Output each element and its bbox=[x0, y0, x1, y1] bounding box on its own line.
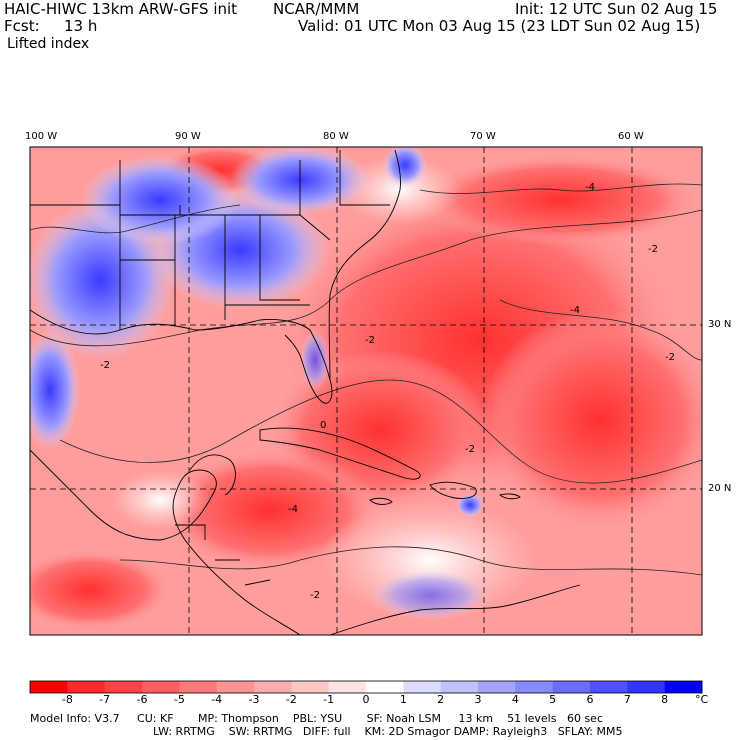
colorbar-swatch bbox=[291, 681, 330, 693]
lon-label: 60 W bbox=[618, 131, 644, 142]
colorbar-tick-label: -1 bbox=[323, 693, 335, 706]
colorbar-tick-label: -6 bbox=[136, 693, 148, 706]
contour-label: -2 bbox=[365, 335, 375, 346]
contour-label: -2 bbox=[310, 590, 320, 601]
colorbar-tick-label: -8 bbox=[61, 693, 73, 706]
lat-label: 20 N bbox=[708, 483, 732, 494]
colorbar-tick-label: 8 bbox=[661, 693, 669, 706]
colorbar-tick-label: -3 bbox=[248, 693, 260, 706]
contour-label: -4 bbox=[570, 305, 580, 316]
colorbar-swatch bbox=[179, 681, 218, 693]
colorbar-swatch bbox=[440, 681, 479, 693]
colorbar-swatch bbox=[30, 681, 68, 693]
contour-label: -2 bbox=[665, 352, 675, 363]
colorbar-swatch bbox=[366, 681, 404, 693]
colorbar-tick-label: -4 bbox=[211, 693, 223, 706]
contour-label: -2 bbox=[100, 360, 110, 371]
colorbar-swatch bbox=[328, 681, 367, 693]
model-info-line1: Model Info: V3.7 CU: KF MP: Thompson PBL… bbox=[30, 712, 603, 725]
colorbar-tick-label: 3 bbox=[474, 693, 482, 706]
contour-label: -2 bbox=[648, 244, 658, 255]
colorbar-tick-label: 6 bbox=[586, 693, 594, 706]
lon-label: 100 W bbox=[25, 131, 58, 142]
colorbar bbox=[29, 680, 703, 694]
colorbar-unit: °C bbox=[695, 693, 709, 706]
model-title: HAIC-HIWC 13km ARW-GFS init bbox=[4, 0, 238, 18]
colorbar-swatch bbox=[590, 681, 628, 693]
colorbar-swatch bbox=[104, 681, 143, 693]
colorbar-swatch bbox=[664, 681, 703, 693]
init-time: Init: 12 UTC Sun 02 Aug 15 bbox=[515, 0, 718, 18]
lon-label: 70 W bbox=[470, 131, 496, 142]
contour-label: -4 bbox=[288, 504, 298, 515]
org-label: NCAR/MMM bbox=[273, 0, 360, 18]
colorbar-tick-label: 5 bbox=[549, 693, 557, 706]
colorbar-tick-label: 0 bbox=[362, 693, 370, 706]
contour-label: -4 bbox=[585, 182, 595, 193]
colorbar-tick-label: 1 bbox=[399, 693, 407, 706]
valid-time: Valid: 01 UTC Mon 03 Aug 15 (23 LDT Sun … bbox=[298, 17, 701, 35]
forecast-label: Fcst: bbox=[4, 17, 40, 35]
colorbar-swatch bbox=[627, 681, 666, 693]
lon-label: 90 W bbox=[175, 131, 201, 142]
colorbar-swatch bbox=[67, 681, 106, 693]
model-info-line2: LW: RRTMG SW: RRTMG DIFF: full KM: 2D Sm… bbox=[153, 725, 623, 738]
colorbar-swatch bbox=[403, 681, 442, 693]
forecast-hour: 13 h bbox=[64, 17, 98, 35]
colorbar-swatch bbox=[216, 681, 255, 693]
colorbar-tick-label: 2 bbox=[437, 693, 445, 706]
colorbar-tick-label: -5 bbox=[173, 693, 185, 706]
colorbar-swatch bbox=[254, 681, 292, 693]
lat-label: 30 N bbox=[708, 319, 732, 330]
colorbar-tick-label: 7 bbox=[623, 693, 631, 706]
contour-label: -2 bbox=[465, 444, 475, 455]
lon-label: 80 W bbox=[323, 131, 349, 142]
field-name: Lifted index bbox=[7, 36, 90, 52]
contour-label: 0 bbox=[320, 420, 326, 431]
colorbar-swatch bbox=[142, 681, 180, 693]
colorbar-tick-label: -2 bbox=[285, 693, 297, 706]
colorbar-tick-label: 4 bbox=[511, 693, 519, 706]
colorbar-tick-label: -7 bbox=[99, 693, 111, 706]
colorbar-swatch bbox=[552, 681, 591, 693]
colorbar-swatch bbox=[478, 681, 516, 693]
colorbar-swatch bbox=[515, 681, 554, 693]
